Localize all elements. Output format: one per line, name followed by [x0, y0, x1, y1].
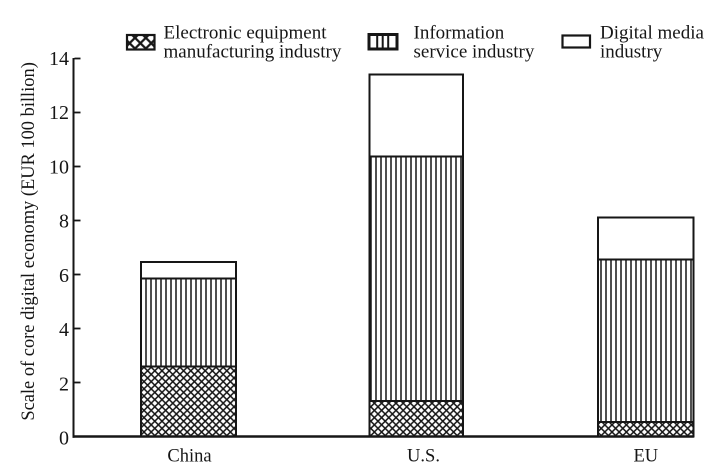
- svg-text:Information: Information: [414, 23, 505, 44]
- svg-text:10: 10: [49, 156, 69, 178]
- svg-text:0: 0: [59, 428, 69, 450]
- svg-text:service industry: service industry: [414, 41, 535, 62]
- svg-text:U.S.: U.S.: [407, 446, 440, 466]
- svg-text:Electronic equipment: Electronic equipment: [164, 23, 328, 44]
- svg-text:industry: industry: [600, 41, 663, 62]
- svg-text:China: China: [167, 446, 211, 466]
- svg-text:EU: EU: [633, 446, 658, 466]
- svg-text:14: 14: [49, 48, 69, 70]
- svg-text:4: 4: [59, 319, 69, 341]
- svg-text:12: 12: [49, 102, 69, 124]
- svg-text:6: 6: [59, 265, 69, 287]
- svg-text:2: 2: [59, 373, 69, 395]
- svg-text:8: 8: [59, 211, 69, 233]
- svg-text:manufacturing industry: manufacturing industry: [164, 41, 342, 62]
- svg-text:Scale of core digital economy: Scale of core digital economy (EUR 100 b…: [18, 62, 39, 421]
- svg-text:Digital media: Digital media: [600, 23, 705, 44]
